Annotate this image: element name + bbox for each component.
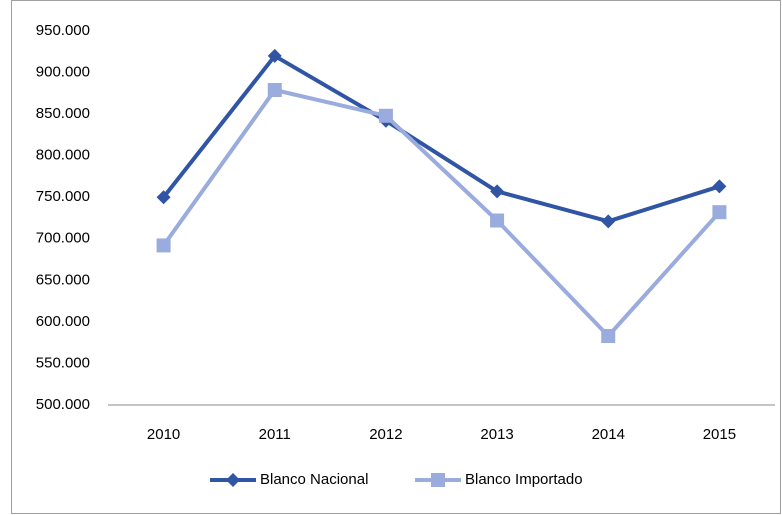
- data-point: [156, 190, 171, 205]
- x-tick-label: 2011: [259, 426, 291, 443]
- series-line: [162, 53, 721, 224]
- data-point: [156, 238, 171, 253]
- data-point: [490, 213, 505, 228]
- legend-label: Blanco Importado: [465, 471, 583, 488]
- legend-marker: [431, 473, 445, 487]
- x-tick-label: 2013: [480, 426, 513, 443]
- x-tick-label: 2014: [592, 426, 625, 443]
- series-line: [161, 88, 721, 339]
- legend-marker: [226, 473, 240, 487]
- data-point: [601, 329, 616, 344]
- y-tick-label: 900.000: [36, 64, 90, 81]
- data-point: [267, 83, 282, 98]
- data-point: [267, 48, 282, 63]
- data-point: [712, 205, 727, 220]
- y-tick-label: 500.000: [36, 396, 90, 413]
- y-tick-label: 800.000: [36, 147, 90, 164]
- data-point: [712, 179, 727, 194]
- y-tick-label: 850.000: [36, 105, 90, 122]
- data-point: [378, 108, 393, 123]
- data-point: [601, 214, 616, 229]
- y-tick-label: 650.000: [36, 271, 90, 288]
- x-tick-label: 2012: [369, 426, 402, 443]
- y-tick-label: 750.000: [36, 188, 90, 205]
- chart-border: [11, 0, 781, 514]
- x-tick-label: 2010: [147, 426, 180, 443]
- y-tick-label: 950.000: [36, 22, 90, 39]
- y-tick-label: 700.000: [36, 230, 90, 247]
- legend-label: Blanco Nacional: [260, 471, 368, 488]
- y-tick-label: 600.000: [36, 313, 90, 330]
- data-point: [490, 184, 505, 199]
- x-tick-label: 2015: [703, 426, 736, 443]
- y-tick-label: 550.000: [36, 354, 90, 371]
